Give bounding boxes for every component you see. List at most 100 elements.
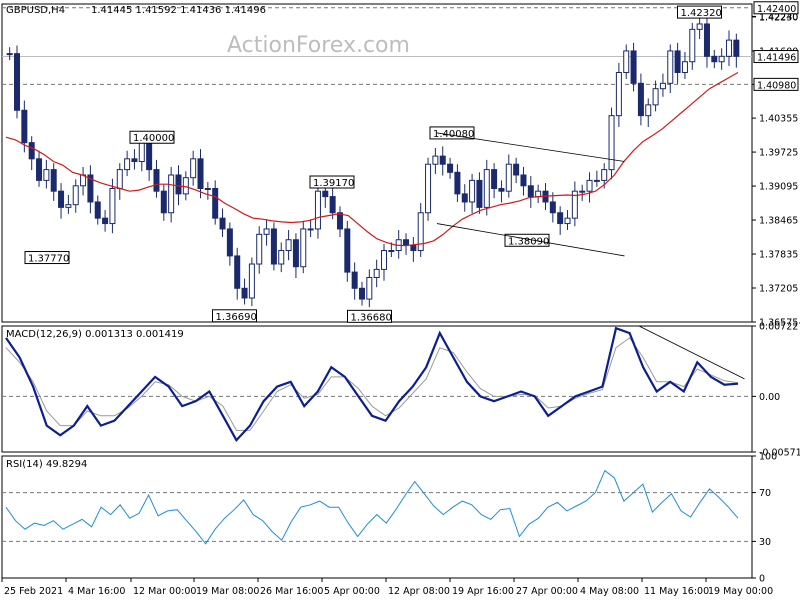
candle[interactable] — [615, 62, 622, 127]
candle[interactable] — [36, 150, 43, 187]
candle[interactable] — [410, 237, 417, 262]
candle[interactable] — [58, 183, 65, 219]
candle[interactable] — [263, 219, 270, 246]
candle[interactable] — [403, 233, 410, 255]
candle[interactable] — [476, 172, 483, 214]
price-panel[interactable]: 1.422401.422301.416001.409801.403551.397… — [1, 1, 799, 329]
candle[interactable] — [285, 230, 292, 261]
candle[interactable] — [256, 226, 263, 274]
candle[interactable] — [204, 182, 211, 200]
candle[interactable] — [593, 170, 600, 187]
candle[interactable] — [520, 166, 527, 196]
candle[interactable] — [168, 166, 175, 223]
candle[interactable] — [72, 179, 79, 213]
candle[interactable] — [65, 194, 72, 214]
candle[interactable] — [549, 192, 556, 223]
candle[interactable] — [292, 233, 299, 279]
candle[interactable] — [270, 222, 277, 271]
candle[interactable] — [689, 22, 696, 70]
candle[interactable] — [80, 166, 87, 196]
candle[interactable] — [87, 165, 94, 214]
candle[interactable] — [564, 210, 571, 231]
candle[interactable] — [351, 262, 358, 300]
candle[interactable] — [461, 184, 468, 212]
candle[interactable] — [579, 184, 586, 201]
candle[interactable] — [659, 73, 666, 97]
candle[interactable] — [571, 181, 578, 227]
candle[interactable] — [381, 244, 388, 281]
candle[interactable] — [586, 172, 593, 203]
candle[interactable] — [366, 269, 373, 308]
candle[interactable] — [336, 206, 343, 238]
candle[interactable] — [395, 230, 402, 259]
candle[interactable] — [667, 44, 674, 94]
candle[interactable] — [50, 163, 57, 201]
rsi-panel[interactable]: 100 70 30 0 — [1, 452, 777, 585]
candle[interactable] — [535, 184, 542, 204]
candle[interactable] — [14, 45, 21, 119]
candle[interactable] — [711, 49, 718, 69]
candle[interactable] — [447, 157, 454, 179]
candle[interactable] — [160, 184, 167, 221]
candle[interactable] — [212, 180, 219, 225]
candle[interactable] — [226, 222, 233, 266]
candle[interactable] — [491, 163, 498, 199]
candle[interactable] — [557, 206, 564, 235]
candle[interactable] — [234, 247, 241, 300]
candle[interactable] — [43, 159, 50, 189]
candle[interactable] — [131, 149, 138, 170]
candle[interactable] — [124, 150, 131, 177]
candle[interactable] — [300, 220, 307, 274]
candle[interactable] — [190, 150, 197, 186]
candle[interactable] — [314, 184, 321, 239]
y-tick-label: 1.37205 — [759, 284, 798, 295]
candle[interactable] — [703, 14, 710, 68]
macd-panel[interactable]: 0.007227 0.00 -0.005714 — [1, 322, 800, 459]
candle[interactable] — [674, 42, 681, 84]
candle[interactable] — [498, 180, 505, 203]
candle[interactable] — [718, 48, 725, 70]
candle[interactable] — [307, 219, 314, 238]
candle[interactable] — [175, 165, 182, 206]
candle[interactable] — [388, 242, 395, 257]
candle[interactable] — [505, 154, 512, 198]
candle[interactable] — [182, 171, 189, 201]
candle[interactable] — [6, 47, 13, 61]
candle[interactable] — [417, 203, 424, 257]
candle[interactable] — [725, 30, 732, 67]
candle[interactable] — [608, 107, 615, 180]
candle[interactable] — [241, 278, 248, 305]
candle[interactable] — [652, 80, 659, 112]
candle[interactable] — [733, 33, 740, 68]
candle[interactable] — [432, 148, 439, 174]
candle[interactable] — [637, 73, 644, 126]
candle[interactable] — [630, 42, 637, 92]
candle[interactable] — [513, 157, 520, 184]
candle[interactable] — [219, 208, 226, 238]
candle[interactable] — [373, 259, 380, 288]
candle[interactable] — [469, 173, 476, 214]
candle[interactable] — [329, 186, 336, 220]
candle[interactable] — [483, 159, 490, 216]
candle[interactable] — [358, 281, 365, 306]
candle[interactable] — [527, 176, 534, 208]
candle[interactable] — [645, 98, 652, 127]
candle[interactable] — [623, 44, 630, 79]
candle[interactable] — [109, 178, 116, 234]
candle[interactable] — [439, 146, 446, 176]
candle[interactable] — [696, 15, 703, 40]
candle[interactable] — [454, 164, 461, 202]
candle[interactable] — [248, 257, 255, 307]
candle[interactable] — [278, 242, 285, 273]
candle[interactable] — [102, 210, 109, 232]
candle[interactable] — [94, 195, 101, 225]
candle[interactable] — [153, 159, 160, 198]
candle[interactable] — [197, 149, 204, 199]
candle[interactable] — [425, 157, 432, 221]
candle[interactable] — [21, 100, 28, 153]
candle[interactable] — [116, 163, 123, 200]
candle[interactable] — [681, 52, 688, 79]
candle[interactable] — [28, 136, 35, 171]
candle[interactable] — [344, 220, 351, 282]
